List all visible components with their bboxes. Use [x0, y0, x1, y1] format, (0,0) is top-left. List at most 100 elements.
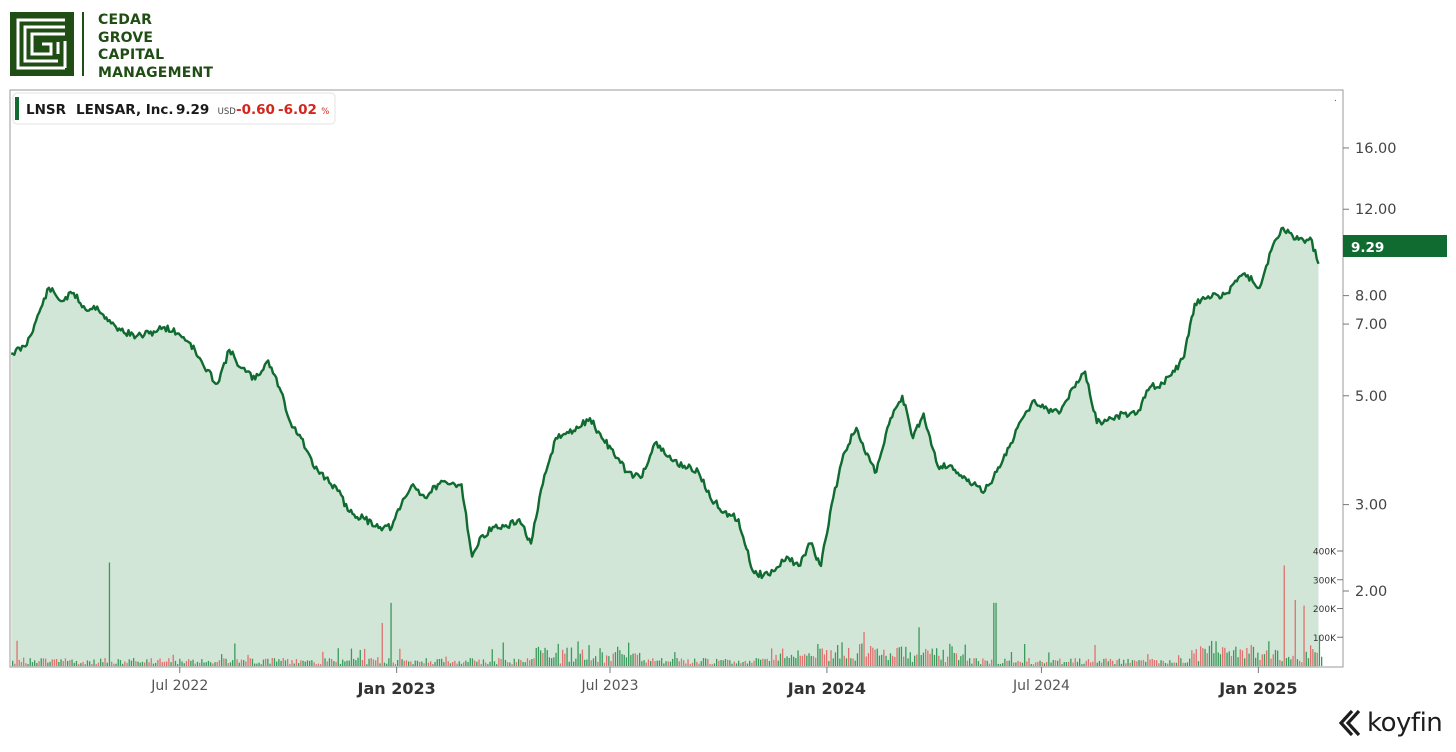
volume-bar	[529, 660, 531, 666]
volume-bar	[1310, 645, 1312, 666]
volume-bar	[1171, 662, 1173, 666]
volume-bar	[1120, 663, 1123, 666]
volume-bar	[744, 660, 746, 666]
volume-bar	[1235, 646, 1237, 666]
volume-bar	[394, 663, 397, 666]
price-tick-label: 2.00	[1355, 584, 1387, 600]
volume-bar	[342, 659, 344, 666]
volume-bar	[289, 664, 291, 666]
volume-bar	[1321, 656, 1323, 666]
volume-bar	[80, 663, 82, 666]
volume-bar	[1052, 660, 1054, 666]
volume-bar	[1200, 646, 1202, 666]
volume-bar	[1114, 664, 1116, 666]
volume-bar	[1283, 565, 1285, 666]
volume-bar	[1019, 661, 1021, 666]
volume-bar	[364, 648, 366, 666]
volume-bar	[207, 660, 210, 666]
volume-bar	[155, 662, 157, 666]
volume-bar	[498, 658, 500, 666]
volume-bar	[150, 658, 152, 666]
volume-bar	[1217, 652, 1219, 666]
volume-bar	[293, 663, 295, 666]
volume-bar	[762, 658, 764, 666]
volume-bar	[203, 662, 205, 666]
volume-bar	[955, 653, 958, 666]
volume-bar	[432, 664, 434, 666]
volume-bar	[166, 661, 168, 666]
volume-bar	[1279, 660, 1281, 666]
volume-bar	[271, 658, 273, 666]
volume-bar	[199, 662, 201, 666]
price-tick-label: 16.00	[1355, 141, 1397, 157]
volume-bar	[1272, 654, 1274, 666]
volume-bar	[1134, 660, 1136, 666]
volume-bar	[665, 661, 667, 666]
volume-bar	[546, 650, 548, 666]
volume-bar	[1096, 662, 1098, 666]
ticker-legend[interactable]: LNSR LENSAR, Inc. 9.29 USD -0.60 -6.02 %	[12, 92, 336, 125]
volume-bar	[1252, 646, 1255, 666]
volume-bar	[507, 662, 509, 666]
volume-bar	[764, 659, 766, 666]
volume-bar	[953, 653, 955, 666]
volume-bar	[779, 653, 782, 666]
volume-bar	[1281, 661, 1283, 666]
volume-bar	[1054, 660, 1057, 666]
volume-bar	[474, 660, 476, 666]
volume-bar	[159, 658, 161, 666]
volume-bar	[1241, 650, 1244, 666]
volume-bar	[370, 658, 372, 666]
logo-divider	[82, 12, 84, 76]
price-tick-label: 3.00	[1355, 498, 1387, 514]
volume-bar	[447, 661, 449, 666]
volume-bar	[170, 662, 172, 666]
volume-bar	[51, 659, 53, 666]
volume-bar	[339, 663, 342, 666]
volume-bar	[570, 647, 573, 666]
volume-bar	[900, 646, 903, 666]
price-line[interactable]	[10, 226, 1320, 580]
volume-bar	[1266, 650, 1268, 666]
volume-bar	[421, 661, 423, 666]
volume-bar	[1039, 660, 1041, 666]
volume-bar	[1107, 661, 1109, 666]
volume-bar	[1129, 662, 1131, 666]
volume-bar	[619, 650, 621, 666]
volume-bar	[621, 654, 623, 666]
volume-bar	[95, 664, 97, 666]
volume-bar	[997, 663, 999, 666]
volume-bar	[1153, 660, 1156, 666]
volume-bar	[1068, 661, 1070, 666]
volume-bar	[1191, 650, 1193, 666]
volume-axis: 400K 300K 200K 100K	[1313, 548, 1343, 644]
volume-bar	[454, 660, 456, 666]
volume-bar	[1059, 658, 1061, 666]
volume-bar	[608, 656, 610, 666]
volume-bar	[34, 660, 36, 666]
volume-bar	[513, 658, 515, 666]
volume-bar	[27, 664, 29, 666]
volume-bar	[1178, 655, 1180, 666]
volume-bar	[603, 662, 606, 666]
price-axis: 16.00 12.00 8.00 7.00 5.00 3.00 2.00	[1343, 141, 1397, 600]
volume-bar	[980, 664, 982, 666]
volume-bar	[1175, 662, 1178, 666]
price-tick-label: 12.00	[1355, 202, 1397, 218]
volume-bar	[969, 658, 971, 666]
volume-bar	[933, 654, 936, 666]
volume-bar	[1277, 650, 1279, 666]
volume-bar	[58, 662, 60, 666]
volume-bar	[135, 661, 137, 666]
koyfin-watermark: koyfin	[1337, 708, 1443, 738]
volume-bar	[1072, 662, 1074, 666]
volume-bar	[1294, 599, 1296, 666]
time-axis: Jul 2022 Jan 2023 Jul 2023 Jan 2024 Jul 2024…	[150, 667, 1297, 698]
volume-bar	[667, 661, 669, 666]
percent-sign: %	[321, 107, 329, 117]
volume-bar	[1008, 660, 1010, 666]
volume-bar	[410, 661, 412, 666]
volume-bar	[722, 660, 724, 666]
price-tag-bg	[1343, 235, 1447, 257]
